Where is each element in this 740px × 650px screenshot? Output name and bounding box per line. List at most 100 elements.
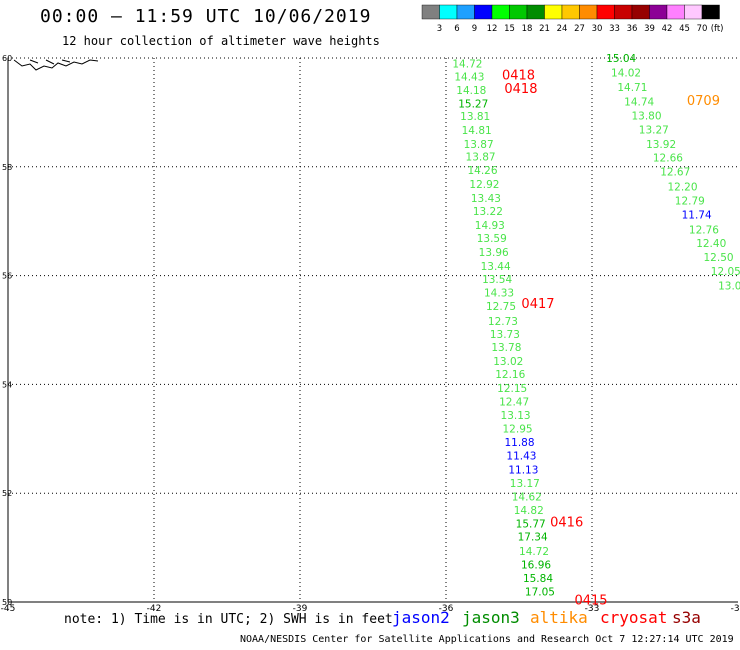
wave-height-point: 12.20 — [667, 181, 697, 193]
wave-height-point: 17.34 — [518, 532, 548, 544]
wave-height-point: 13.27 — [639, 124, 669, 136]
colorbar-tick-label: 39 — [644, 24, 655, 34]
y-tick-label: 54 — [2, 380, 12, 389]
wave-height-point: 13.87 — [464, 139, 494, 151]
wave-height-point: 14.93 — [475, 220, 505, 232]
legend-s3a: s3a — [672, 608, 701, 627]
y-tick-label: 56 — [2, 272, 12, 281]
wave-height-point: 12.50 — [704, 252, 734, 264]
colorbar: 3 6 9 12 15 18 21 24 27 30 33 36 39 42 45 70 (ft) — [421, 4, 724, 34]
wave-height-point: 14.71 — [617, 82, 647, 94]
wave-height-point: 13.43 — [471, 193, 501, 205]
colorbar-tick-label: 36 — [627, 24, 638, 34]
wave-height-point: 14.82 — [514, 505, 544, 517]
pass-time-label: 0418 — [504, 82, 537, 97]
wave-height-point: 13.17 — [510, 478, 540, 490]
legend-cryosat: cryosat — [600, 608, 668, 627]
page-title: 00:00 — 11:59 UTC 10/06/2019 — [40, 6, 372, 27]
wave-height-point: 13.44 — [481, 261, 511, 273]
wave-height-point: 14.81 — [462, 125, 492, 137]
y-tick-label: 50 — [2, 598, 12, 607]
wave-height-point: 12.76 — [689, 224, 719, 236]
pass-time-label: 0416 — [550, 515, 583, 530]
wave-height-point: 13.13 — [501, 410, 531, 422]
y-tick-label: 52 — [2, 489, 12, 498]
wave-height-point: 12.15 — [497, 383, 527, 395]
chart-plot: -45-42-39-36-33-3050525456586014.7214.43… — [1, 53, 740, 614]
colorbar-tick-label: 15 — [504, 24, 515, 34]
wave-height-point: 15.77 — [516, 519, 546, 531]
wave-height-point: 17.05 — [525, 587, 555, 599]
colorbar-tick-label: 3 — [437, 24, 442, 34]
wave-height-point: 12.40 — [696, 238, 726, 250]
wave-height-point: 13.87 — [466, 151, 496, 163]
colorbar-tick-label: 6 — [454, 24, 459, 34]
wave-height-point: 12.66 — [653, 153, 683, 165]
colorbar-tick-label: 27 — [574, 24, 585, 34]
wave-height-point: 14.18 — [456, 85, 486, 97]
colorbar-tick-label: 30 — [592, 24, 603, 34]
wave-height-point: 14.72 — [519, 546, 549, 558]
wave-height-point: 13.07 — [718, 280, 740, 292]
wave-height-point: 14.74 — [624, 97, 654, 109]
wave-height-point: 12.16 — [495, 369, 525, 381]
colorbar-tick-label: 42 — [662, 24, 673, 34]
wave-height-point: 13.92 — [646, 139, 676, 151]
wave-height-point: 13.73 — [490, 329, 520, 341]
wave-height-point: 16.96 — [521, 559, 551, 571]
wave-height-point: 11.88 — [504, 437, 534, 449]
x-tick-label: -30 — [731, 604, 740, 614]
colorbar-swatch — [701, 4, 720, 20]
wave-height-point: 13.80 — [631, 111, 661, 123]
wave-height-point: 14.26 — [467, 165, 497, 177]
page-subtitle: 12 hour collection of altimeter wave hei… — [62, 34, 380, 48]
pass-time-label: 0415 — [574, 593, 607, 608]
coastline — [13, 59, 99, 71]
wave-height-point: 13.54 — [482, 274, 512, 286]
legend-jason2: jason2 — [392, 608, 450, 627]
colorbar-tick-label: 9 — [472, 24, 477, 34]
wave-height-point: 13.96 — [479, 247, 509, 259]
wave-height-point: 11.43 — [506, 451, 536, 463]
colorbar-unit: (ft) — [711, 24, 724, 34]
x-tick-label: -33 — [585, 604, 600, 614]
pass-time-label: 0418 — [502, 68, 535, 83]
wave-height-point: 13.22 — [473, 206, 503, 218]
wave-height-point: 14.62 — [512, 491, 542, 503]
wave-height-point: 14.33 — [484, 287, 514, 299]
colorbar-tick-label: 18 — [522, 24, 533, 34]
y-tick-label: 58 — [2, 163, 12, 172]
wave-height-point: 14.72 — [452, 58, 482, 70]
y-tick-label: 60 — [2, 54, 12, 63]
wave-height-point: 13.02 — [493, 356, 523, 368]
legend-jason3: jason3 — [462, 608, 520, 627]
wave-height-point: 12.05 — [711, 266, 740, 278]
wave-height-point: 11.13 — [508, 464, 538, 476]
colorbar-tick-label: 70 — [697, 24, 708, 34]
wave-height-point: 14.02 — [611, 68, 641, 80]
wave-height-point: 13.81 — [460, 111, 490, 123]
wave-height-point: 12.79 — [675, 196, 705, 208]
wave-height-point: 12.75 — [486, 301, 516, 313]
credit-line: NOAA/NESDIS Center for Satellite Applica… — [240, 634, 734, 645]
x-tick-label: -39 — [293, 604, 308, 614]
pass-time-label: 0709 — [687, 94, 720, 109]
wave-height-point: 11.74 — [682, 210, 712, 222]
x-tick-label: -45 — [1, 604, 16, 614]
wave-height-point: 13.59 — [477, 233, 507, 245]
wave-height-point: 12.73 — [488, 316, 518, 328]
x-tick-label: -36 — [439, 604, 454, 614]
x-tick-label: -42 — [147, 604, 162, 614]
wave-height-point: 12.47 — [499, 396, 529, 408]
wave-height-point: 12.95 — [503, 423, 533, 435]
wave-height-point: 14.43 — [454, 71, 484, 83]
footer-note: note: 1) Time is in UTC; 2) SWH is in fe… — [64, 612, 393, 627]
pass-time-label: 0417 — [521, 297, 554, 312]
colorbar-tick-label: 45 — [679, 24, 690, 34]
wave-height-point: 15.84 — [523, 573, 553, 585]
wave-height-point: 13.78 — [491, 342, 521, 354]
wave-height-point: 15.04 — [606, 53, 636, 65]
colorbar-tick-label: 12 — [487, 24, 498, 34]
wave-height-point: 12.92 — [469, 179, 499, 191]
colorbar-tick-label: 33 — [609, 24, 620, 34]
